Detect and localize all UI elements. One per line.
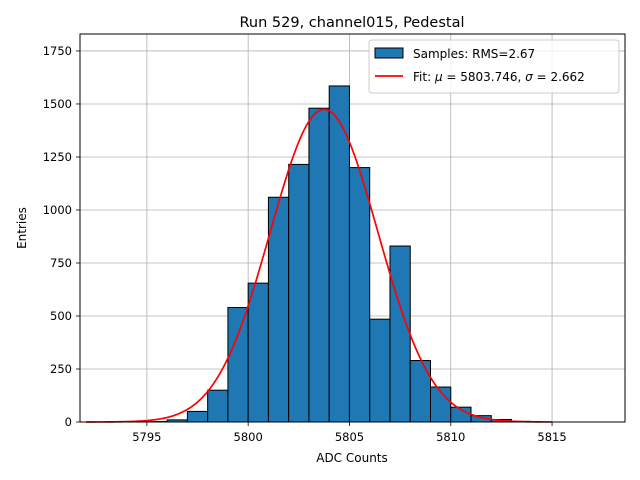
y-axis-label: Entries (15, 207, 29, 249)
x-tick-label: 5795 (132, 430, 161, 444)
gaussian-fit (86, 108, 553, 423)
y-tick-label: 500 (50, 309, 72, 323)
histogram-bar (308, 107, 330, 423)
x-tick-label: 5800 (234, 430, 263, 444)
histogram-bar (409, 360, 432, 423)
fit-curve (86, 108, 553, 423)
y-tick-label: 1250 (43, 150, 72, 164)
plot-frame (79, 33, 626, 423)
y-tick-label: 1750 (43, 44, 72, 58)
y-tick-label: 250 (50, 362, 72, 376)
histogram-bar (389, 245, 411, 423)
y-tick-label: 1500 (43, 97, 72, 111)
y-axis: 0 250 500 750 1000 1250 1500 1750 (43, 44, 80, 429)
histogram-bar (267, 196, 290, 423)
y-tick-label: 1000 (43, 203, 72, 217)
legend: Samples: RMS=2.67 Fit: μ = 5803.746, σ =… (368, 39, 620, 94)
y-tick-label: 750 (50, 256, 72, 270)
x-axis: 5795 5800 5805 5810 5815 (132, 422, 567, 444)
legend-label-fit: Fit: μ = 5803.746, σ = 2.662 (413, 70, 585, 84)
legend-label-samples: Samples: RMS=2.67 (413, 47, 535, 61)
histogram-bar (186, 410, 209, 423)
histogram-bar (247, 282, 269, 423)
histogram-bar (348, 167, 371, 423)
histogram-bar (288, 163, 310, 423)
y-tick-label: 0 (65, 415, 72, 429)
legend-box (368, 39, 620, 94)
x-tick-label: 5815 (537, 430, 566, 444)
chart-title: Run 529, channel015, Pedestal (239, 15, 464, 31)
histogram-bar (369, 318, 391, 423)
x-tick-label: 5810 (436, 430, 465, 444)
histogram-bar (227, 307, 249, 423)
x-axis-label: ADC Counts (316, 451, 388, 465)
histogram-bar (207, 389, 229, 423)
x-tick-label: 5805 (335, 430, 364, 444)
legend-swatch-samples (374, 47, 404, 59)
